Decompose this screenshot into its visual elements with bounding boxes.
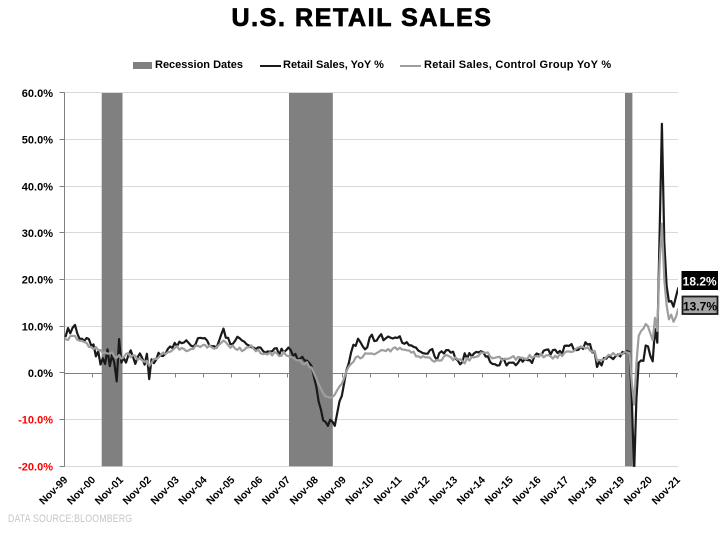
svg-text:Nov-13: Nov-13 — [427, 474, 460, 507]
svg-text:Nov-05: Nov-05 — [204, 474, 237, 507]
svg-text:50.0%: 50.0% — [22, 135, 53, 147]
svg-text:Nov-10: Nov-10 — [343, 474, 376, 507]
svg-text:Nov-03: Nov-03 — [148, 474, 181, 507]
svg-text:Nov-16: Nov-16 — [510, 474, 543, 507]
svg-text:10.0%: 10.0% — [22, 321, 53, 333]
svg-text:Nov-19: Nov-19 — [594, 474, 627, 507]
svg-text:Nov-06: Nov-06 — [232, 474, 265, 507]
svg-text:Nov-14: Nov-14 — [455, 474, 488, 507]
svg-text:Nov-11: Nov-11 — [372, 474, 405, 507]
svg-text:Nov-15: Nov-15 — [482, 474, 515, 507]
svg-text:Nov-21: Nov-21 — [650, 474, 683, 507]
svg-text:Nov-99: Nov-99 — [37, 474, 70, 507]
svg-text:Nov-04: Nov-04 — [176, 474, 209, 507]
svg-text:-10.0%: -10.0% — [18, 415, 53, 427]
svg-text:Nov-12: Nov-12 — [399, 474, 432, 507]
svg-text:Nov-09: Nov-09 — [315, 474, 348, 507]
svg-text:Nov-07: Nov-07 — [260, 474, 293, 507]
svg-text:-20.0%: -20.0% — [18, 461, 53, 473]
svg-text:18.2%: 18.2% — [683, 275, 717, 289]
svg-text:Nov-18: Nov-18 — [566, 474, 599, 507]
svg-text:Nov-01: Nov-01 — [93, 474, 126, 507]
svg-text:30.0%: 30.0% — [22, 228, 53, 240]
svg-text:Nov-00: Nov-00 — [65, 474, 98, 507]
svg-text:60.0%: 60.0% — [22, 88, 53, 100]
svg-text:Nov-02: Nov-02 — [121, 474, 154, 507]
svg-text:Nov-20: Nov-20 — [622, 474, 655, 507]
svg-text:20.0%: 20.0% — [22, 275, 53, 287]
svg-text:Nov-08: Nov-08 — [288, 474, 321, 507]
svg-text:0.0%: 0.0% — [28, 368, 53, 380]
svg-text:Nov-17: Nov-17 — [538, 474, 571, 507]
svg-text:13.7%: 13.7% — [683, 299, 717, 313]
svg-text:40.0%: 40.0% — [22, 181, 53, 193]
